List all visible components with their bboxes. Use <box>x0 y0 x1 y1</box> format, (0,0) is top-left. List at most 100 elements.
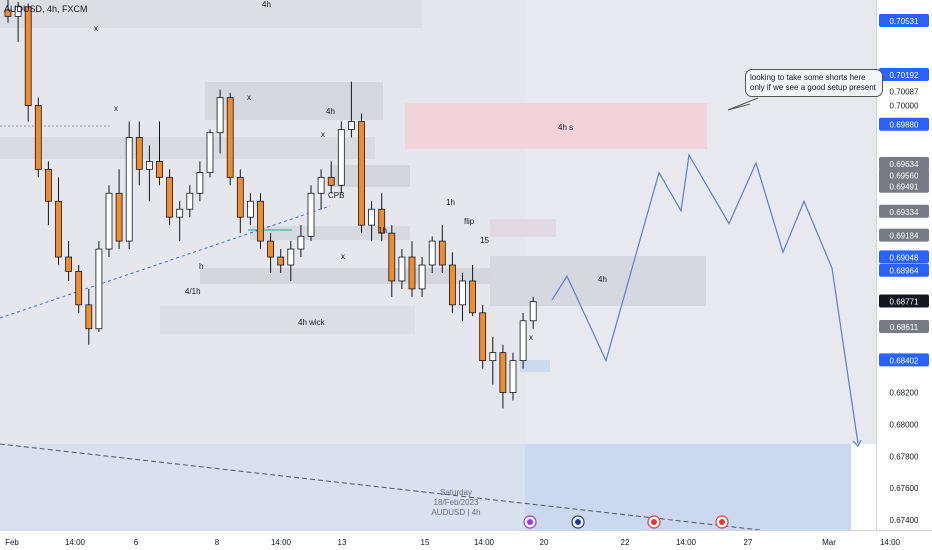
trade-note-callout[interactable]: looking to take some shorts here only if… <box>745 69 883 97</box>
chart-marker: h <box>199 262 203 271</box>
candle-body <box>166 176 174 218</box>
candle-body <box>408 256 416 290</box>
time-label: 22 <box>621 538 630 547</box>
price-label: 0.68611 <box>890 323 919 332</box>
time-label: 6 <box>134 538 139 547</box>
time-label: 14:00 <box>65 538 86 547</box>
candle-body <box>105 192 113 250</box>
candle-body <box>186 192 194 210</box>
future-shade <box>525 0 876 444</box>
candle-body <box>327 176 335 186</box>
candle-body <box>347 121 355 130</box>
zone-label: 4/1h <box>185 287 201 296</box>
zone-band-d <box>200 268 490 284</box>
zone-label: 1h <box>446 198 455 207</box>
candle-body <box>95 248 103 330</box>
candle-body <box>236 176 244 218</box>
price-label-tag <box>879 250 929 264</box>
candle-body <box>469 280 477 314</box>
candle-body <box>277 256 285 266</box>
watermark-day: Saturday <box>439 488 473 497</box>
price-label-tag <box>879 168 929 182</box>
time-label: 20 <box>540 538 549 547</box>
price-label: 0.67600 <box>890 484 919 493</box>
price-label: 0.69880 <box>890 121 919 130</box>
time-axis[interactable]: Feb 14:00 6 8 14:00 13 15 14:00 20 22 14:00 27 Mar 14… <box>0 530 932 550</box>
price-label-tag <box>879 68 929 82</box>
candle-body <box>257 200 264 242</box>
candle-body <box>226 97 234 178</box>
price-label: 0.69560 <box>890 172 919 181</box>
candle-body <box>297 235 305 250</box>
time-label: 14:00 <box>474 538 495 547</box>
candle-body <box>499 352 507 393</box>
candle-body <box>489 352 497 362</box>
candle-body <box>65 256 72 272</box>
price-label-tag <box>879 320 929 334</box>
candle-body <box>479 312 487 362</box>
event-icon-dot <box>719 519 725 525</box>
candle-body <box>307 192 315 237</box>
candle-body <box>358 121 365 226</box>
candle-body <box>459 280 466 306</box>
candle-body <box>438 240 446 266</box>
candle-body <box>216 97 224 134</box>
price-label: 0.68000 <box>890 420 919 429</box>
event-icon-dot <box>527 519 533 525</box>
candle-body <box>24 6 32 107</box>
candle-body <box>418 264 426 290</box>
candle-body <box>398 256 406 282</box>
note-tail <box>727 97 759 111</box>
time-label: 14:00 <box>271 538 292 547</box>
price-label-tag <box>879 117 929 131</box>
watermark-date: 18/Feb/2023 <box>433 498 479 507</box>
time-axis-labels: Feb 14:00 6 8 14:00 13 15 14:00 20 22 14:00 27 Mar 14… <box>5 538 900 547</box>
price-label: 0.68200 <box>890 389 919 398</box>
price-label: 0.70000 <box>890 102 919 111</box>
time-label: 8 <box>215 538 220 547</box>
history-lower-shade <box>0 444 525 530</box>
price-label: 0.70531 <box>890 17 919 26</box>
candle-body <box>45 168 52 202</box>
candle-body <box>176 208 184 218</box>
zone-label: 1h <box>378 226 387 235</box>
candle-body <box>267 240 275 258</box>
chart-marker: 15 <box>480 236 489 245</box>
candle-body <box>388 232 396 282</box>
price-label: 0.68402 <box>890 356 919 365</box>
price-label: 0.67400 <box>890 516 919 525</box>
dashed-trendline <box>0 205 331 319</box>
zone-label: 4h <box>326 107 335 116</box>
projection-arrowhead <box>852 439 862 448</box>
projection-path <box>551 153 859 444</box>
zone-4h-supply <box>405 103 707 149</box>
price-label-tag <box>879 294 929 308</box>
price-label: 0.70192 <box>890 71 919 80</box>
price-axis[interactable]: 0.70531 0.70192 0.70087 0.70000 0.69880 0.696… <box>876 0 932 550</box>
zone-4h-right <box>490 256 706 306</box>
price-label: 0.69334 <box>890 208 919 217</box>
chart-marker: x <box>321 130 325 139</box>
chart-marker: x <box>247 93 251 102</box>
candle-body <box>428 240 436 266</box>
chart-marker: x <box>94 24 98 33</box>
price-label-tag <box>879 204 929 218</box>
time-label: Feb <box>5 538 19 547</box>
zone-band-b <box>330 165 410 187</box>
candle-body <box>125 137 133 242</box>
candle-body <box>34 105 42 170</box>
candle-body <box>196 172 204 194</box>
time-label: Mar <box>822 538 836 547</box>
zone-label: 4h <box>598 275 607 284</box>
candle-body <box>337 129 345 186</box>
price-label-tag <box>879 156 929 170</box>
candle-body <box>246 200 254 218</box>
zone-4h-wick <box>160 306 415 334</box>
watermark-symbol: AUDUSD | 4h <box>431 508 481 517</box>
candle-body <box>378 208 386 234</box>
chart-marker: x <box>114 104 118 113</box>
zone-band-a <box>0 137 375 159</box>
candle-body <box>115 192 123 242</box>
price-label: 0.69491 <box>890 183 919 192</box>
price-label-tag <box>879 228 929 242</box>
